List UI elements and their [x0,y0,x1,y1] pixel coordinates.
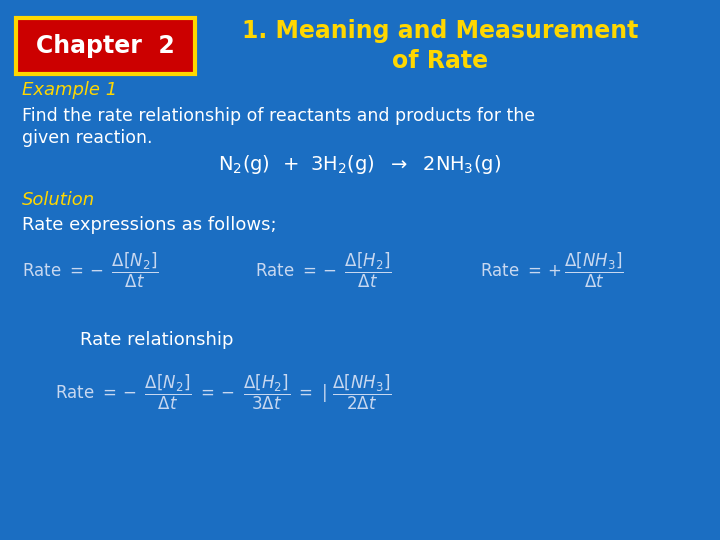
FancyBboxPatch shape [16,18,195,74]
Text: Find the rate relationship of reactants and products for the: Find the rate relationship of reactants … [22,107,535,125]
Text: Rate $= +\dfrac{\Delta[NH_3]}{\Delta t}$: Rate $= +\dfrac{\Delta[NH_3]}{\Delta t}$ [480,251,624,289]
Text: N$_2$(g)  +  3H$_2$(g)  $\rightarrow$  2NH$_3$(g): N$_2$(g) + 3H$_2$(g) $\rightarrow$ 2NH$_… [218,153,502,177]
Text: Example 1: Example 1 [22,81,117,99]
Text: given reaction.: given reaction. [22,129,153,147]
Text: Chapter  2: Chapter 2 [35,34,174,58]
Text: Rate relationship: Rate relationship [80,331,233,349]
Text: 1. Meaning and Measurement
of Rate: 1. Meaning and Measurement of Rate [242,19,638,73]
Text: Rate $= -\ \dfrac{\Delta[N_2]}{\Delta t}\ = -\ \dfrac{\Delta[H_2]}{3\Delta t}\ =: Rate $= -\ \dfrac{\Delta[N_2]}{\Delta t}… [55,373,392,411]
Text: Rate $= -\ \dfrac{\Delta[N_2]}{\Delta t}$: Rate $= -\ \dfrac{\Delta[N_2]}{\Delta t}… [22,251,158,289]
Text: Rate $= -\ \dfrac{\Delta[H_2]}{\Delta t}$: Rate $= -\ \dfrac{\Delta[H_2]}{\Delta t}… [255,251,392,289]
Text: Solution: Solution [22,191,95,209]
Text: Rate expressions as follows;: Rate expressions as follows; [22,216,276,234]
